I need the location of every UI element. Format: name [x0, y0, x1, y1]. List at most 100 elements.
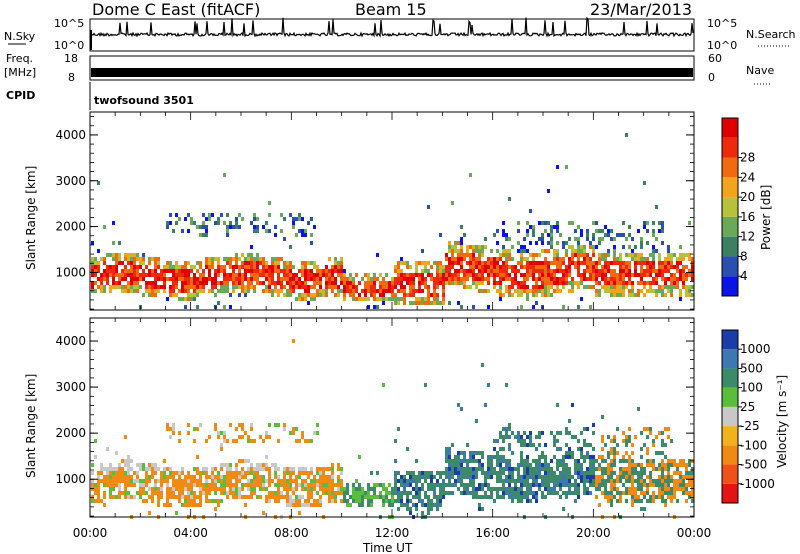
velocity-cell [526, 479, 529, 483]
velocity-cell [115, 483, 118, 487]
power-cell [397, 273, 400, 277]
power-cell [658, 289, 661, 293]
power-cell [508, 273, 511, 277]
velocity-cell [406, 491, 409, 495]
power-cell [304, 233, 307, 237]
velocity-cell [481, 507, 484, 511]
velocity-cell [499, 495, 502, 499]
power-cell [373, 297, 376, 301]
velocity-cell [286, 487, 289, 491]
power-cell [613, 269, 616, 273]
power-cell [157, 289, 160, 293]
velocity-cell [109, 487, 112, 491]
power-cell [547, 265, 550, 269]
velocity-cell [487, 471, 490, 475]
power-cell [187, 297, 190, 301]
power-cell [505, 237, 508, 241]
power-cell [571, 249, 574, 253]
power-cell [403, 301, 406, 305]
velocity-cell [466, 483, 469, 487]
velocity-cell [229, 487, 232, 491]
velocity-cell [388, 483, 391, 487]
velocity-cell [679, 487, 682, 491]
power-cell [229, 265, 232, 269]
power-cell [343, 277, 346, 281]
power-cell [670, 273, 673, 277]
velocity-cell [658, 495, 661, 499]
power-cell [319, 281, 322, 285]
velocity-cell [433, 503, 436, 507]
power-cell [355, 289, 358, 293]
power-cell [547, 221, 550, 225]
power-cell [673, 265, 676, 269]
power-cell [274, 257, 277, 261]
velocity-cell [205, 483, 208, 487]
velocity-cell [472, 475, 475, 479]
power-y-tick-1: 2000 [55, 220, 86, 234]
velocity-cell [502, 459, 505, 463]
velocity-cell [301, 495, 304, 499]
power-cell [655, 293, 658, 297]
power-cell [454, 241, 457, 245]
power-cell [649, 265, 652, 269]
velocity-cell [337, 475, 340, 479]
power-cell [499, 293, 502, 297]
velocity-cell [463, 467, 466, 471]
velocity-cell [283, 423, 286, 427]
power-cell [172, 265, 175, 269]
velocity-cell [562, 491, 565, 495]
velocity-cell [457, 403, 460, 407]
velocity-cell [202, 467, 205, 471]
velocity-cell [133, 479, 136, 483]
power-cell [388, 285, 391, 289]
power-cell [640, 241, 643, 245]
velocity-cell [238, 491, 241, 495]
velocity-cell [403, 475, 406, 479]
power-cell [163, 269, 166, 273]
velocity-cell [142, 483, 145, 487]
velocity-cell [373, 491, 376, 495]
velocity-cell [517, 479, 520, 483]
power-cell [229, 305, 232, 309]
velocity-cell [307, 483, 310, 487]
velocity-cell [103, 483, 106, 487]
velocity-cell [556, 431, 559, 435]
power-cell [304, 281, 307, 285]
velocity-cell [265, 431, 268, 435]
velocity-cell [328, 479, 331, 483]
power-cell [553, 249, 556, 253]
power-cell [601, 229, 604, 233]
power-cell [520, 305, 523, 309]
power-cell [571, 245, 574, 249]
power-cell [103, 289, 106, 293]
power-cell [301, 217, 304, 221]
velocity-cell [298, 511, 301, 515]
power-cell [394, 301, 397, 305]
velocity-cell [673, 487, 676, 491]
power-cell [607, 285, 610, 289]
velocity-cell [613, 463, 616, 467]
velocity-cell [649, 483, 652, 487]
velocity-cell [346, 503, 349, 507]
power-cell [139, 285, 142, 289]
velocity-cell [286, 471, 289, 475]
power-cell [442, 281, 445, 285]
power-cell [418, 301, 421, 305]
power-cell [556, 253, 559, 257]
power-cell [178, 289, 181, 293]
velocity-cell [565, 483, 568, 487]
velocity-cell [397, 499, 400, 503]
velocity-cell [100, 479, 103, 483]
velocity-cell [442, 487, 445, 491]
power-cell [538, 289, 541, 293]
power-cell [613, 245, 616, 249]
velocity-cell [526, 443, 529, 447]
power-cell [580, 273, 583, 277]
velocity-cell [472, 491, 475, 495]
velocity-cell [556, 483, 559, 487]
velocity-cell [292, 491, 295, 495]
power-cell [442, 273, 445, 277]
velocity-cell [361, 495, 364, 499]
velocity-cell [262, 475, 265, 479]
